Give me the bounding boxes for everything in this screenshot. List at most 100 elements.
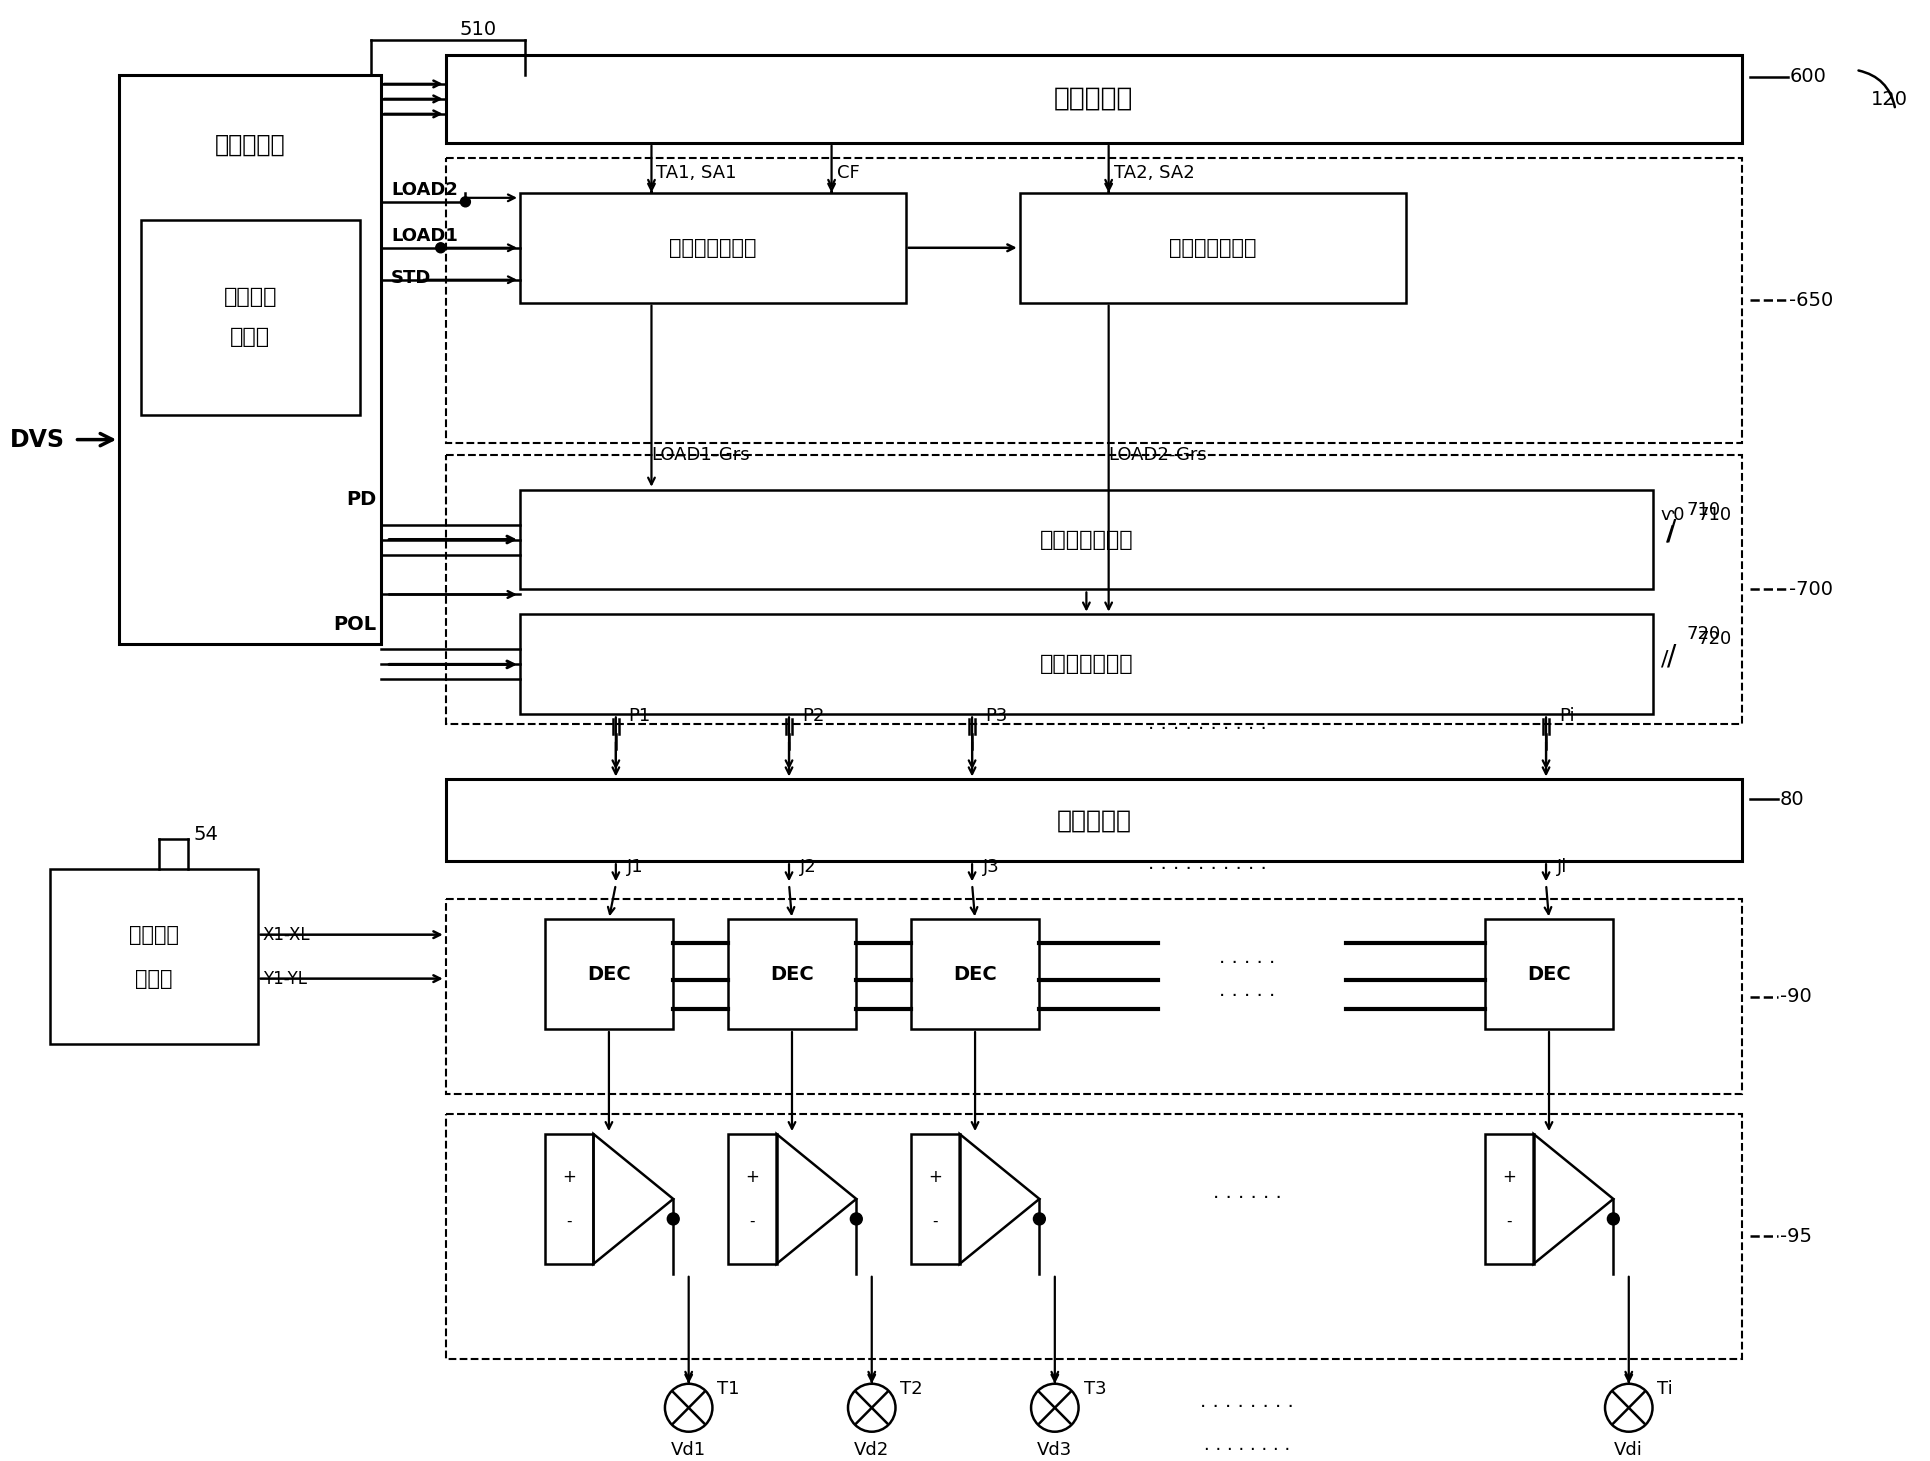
Text: 负极数据锁存器: 负极数据锁存器 [1040,655,1133,675]
Text: · · · · · · · · · ·: · · · · · · · · · · [1148,720,1266,739]
Text: Pi: Pi [1559,707,1575,725]
Circle shape [668,1213,679,1224]
Text: TA1, SA1: TA1, SA1 [656,164,737,181]
Text: CF: CF [836,164,859,181]
Bar [911,1134,959,1264]
Text: +: + [562,1167,575,1186]
Text: 正极定时控制部: 正极定时控制部 [670,238,757,257]
Bar [519,193,905,302]
Text: P1: P1 [629,707,650,725]
Text: DEC: DEC [953,964,998,983]
Text: J1: J1 [627,858,643,877]
Bar [911,919,1040,1029]
Text: /: / [1666,524,1673,545]
Text: -90: -90 [1779,988,1812,1007]
Text: +: + [745,1167,758,1186]
Bar [446,56,1743,143]
Bar [544,919,674,1029]
Text: Y1-YL: Y1-YL [262,970,307,988]
Text: POL: POL [334,615,376,634]
Text: · · · · · · · ·: · · · · · · · · [1204,1441,1291,1458]
Bar [120,75,382,644]
Bar [141,219,359,415]
Text: -650: -650 [1789,291,1834,310]
Text: +: + [1502,1167,1517,1186]
Text: 生成部: 生成部 [135,969,172,989]
Text: · · · · ·: · · · · · [1220,986,1276,1005]
Text: P3: P3 [984,707,1007,725]
Text: T3: T3 [1083,1379,1106,1398]
Text: PD: PD [345,489,376,508]
Text: Vdi: Vdi [1613,1441,1642,1458]
Text: -: - [565,1214,571,1229]
Circle shape [1033,1213,1046,1224]
Bar [519,615,1652,714]
Text: 灰度电压: 灰度电压 [129,925,179,945]
Text: -700: -700 [1789,580,1834,599]
Text: 54: 54 [193,825,218,844]
Bar [728,919,857,1029]
Text: T2: T2 [901,1379,923,1398]
Bar [446,454,1743,725]
Circle shape [461,197,471,207]
Text: 电平移位器: 电平移位器 [1056,808,1131,833]
Text: 设定部: 设定部 [230,327,270,348]
Text: · · · · · · · ·: · · · · · · · · [1200,1398,1295,1417]
Bar [446,899,1743,1094]
Text: Vd1: Vd1 [672,1441,706,1458]
Bar [544,1134,594,1264]
Bar [1484,1134,1534,1264]
Text: 正极数据锁存器: 正极数据锁存器 [1040,529,1133,549]
Bar [50,869,257,1045]
Text: STD: STD [392,269,432,286]
Text: DEC: DEC [587,964,631,983]
Text: /: / [1668,643,1675,671]
Text: +: + [928,1167,942,1186]
Text: 输出模式: 输出模式 [224,288,276,307]
Bar [1019,193,1405,302]
Text: LOAD1: LOAD1 [392,226,457,245]
Text: /: / [1662,649,1668,669]
Text: J2: J2 [799,858,816,877]
Text: LOAD2-Grs: LOAD2-Grs [1108,446,1208,463]
Text: LOAD1-Grs: LOAD1-Grs [652,446,751,463]
Text: 120: 120 [1870,91,1907,110]
Text: T1: T1 [718,1379,739,1398]
Circle shape [1608,1213,1619,1224]
Text: DEC: DEC [1527,964,1571,983]
Text: 600: 600 [1789,67,1826,86]
Text: 80: 80 [1779,790,1805,809]
Text: 负极定时控制部: 负极定时控制部 [1170,238,1256,257]
Circle shape [851,1213,863,1224]
Text: 720: 720 [1698,631,1731,649]
Circle shape [436,243,446,253]
Text: LOAD2: LOAD2 [392,181,457,199]
Text: Ti: Ti [1658,1379,1673,1398]
Text: 510: 510 [459,20,496,39]
Text: · · · · · · · · · ·: · · · · · · · · · · [1148,859,1266,878]
Text: -95: -95 [1779,1227,1812,1246]
Text: DEC: DEC [770,964,814,983]
Text: Ji: Ji [1558,858,1567,877]
Text: 控制核心部: 控制核心部 [214,133,286,156]
Bar [728,1134,776,1264]
Bar [1484,919,1613,1029]
Text: 710: 710 [1687,501,1722,519]
Text: · · · · · ·: · · · · · · [1212,1189,1282,1208]
Text: P2: P2 [801,707,824,725]
Bar [446,779,1743,861]
Text: -: - [932,1214,938,1229]
Text: 720: 720 [1687,625,1722,643]
Text: DVS: DVS [10,428,66,451]
Text: ⱱ0: ⱱ0 [1662,506,1685,523]
Text: 设定存储部: 设定存储部 [1054,86,1133,112]
Text: -: - [1507,1214,1511,1229]
Text: X1-XL: X1-XL [262,926,311,944]
Text: -: - [749,1214,755,1229]
Text: TA2, SA2: TA2, SA2 [1114,164,1195,181]
Text: /: / [1668,517,1675,545]
Bar [519,489,1652,589]
Bar [446,1113,1743,1359]
Text: J3: J3 [982,858,1000,877]
Text: 710: 710 [1698,506,1731,523]
